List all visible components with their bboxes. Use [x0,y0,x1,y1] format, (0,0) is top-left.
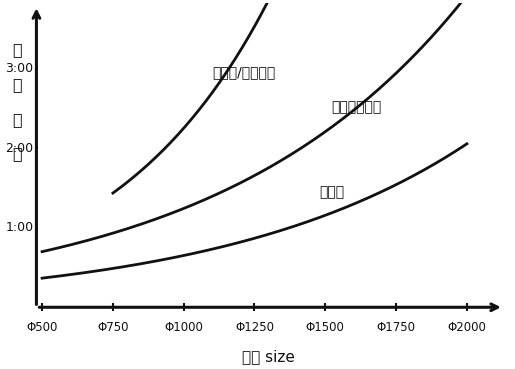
Text: Φ500: Φ500 [26,321,58,334]
Text: 3:00: 3:00 [6,62,33,76]
Text: Φ750: Φ750 [97,321,129,334]
Text: Φ1250: Φ1250 [235,321,274,334]
Text: Φ1500: Φ1500 [306,321,345,334]
Text: Φ2000: Φ2000 [448,321,486,334]
Text: 고망간/고질소강: 고망간/고질소강 [212,66,276,80]
Text: 1:00: 1:00 [6,221,33,234]
Text: 소재 size: 소재 size [242,350,295,365]
Text: 탄소강: 탄소강 [320,185,345,199]
Text: 스테인레스강: 스테인레스강 [331,100,381,114]
Text: Φ1750: Φ1750 [376,321,416,334]
Text: 가: 가 [12,42,22,56]
Text: 시: 시 [12,112,22,127]
Text: Φ1000: Φ1000 [164,321,203,334]
Text: 공: 공 [12,77,22,92]
Text: 간: 간 [12,146,22,161]
Text: 2:00: 2:00 [6,142,33,155]
